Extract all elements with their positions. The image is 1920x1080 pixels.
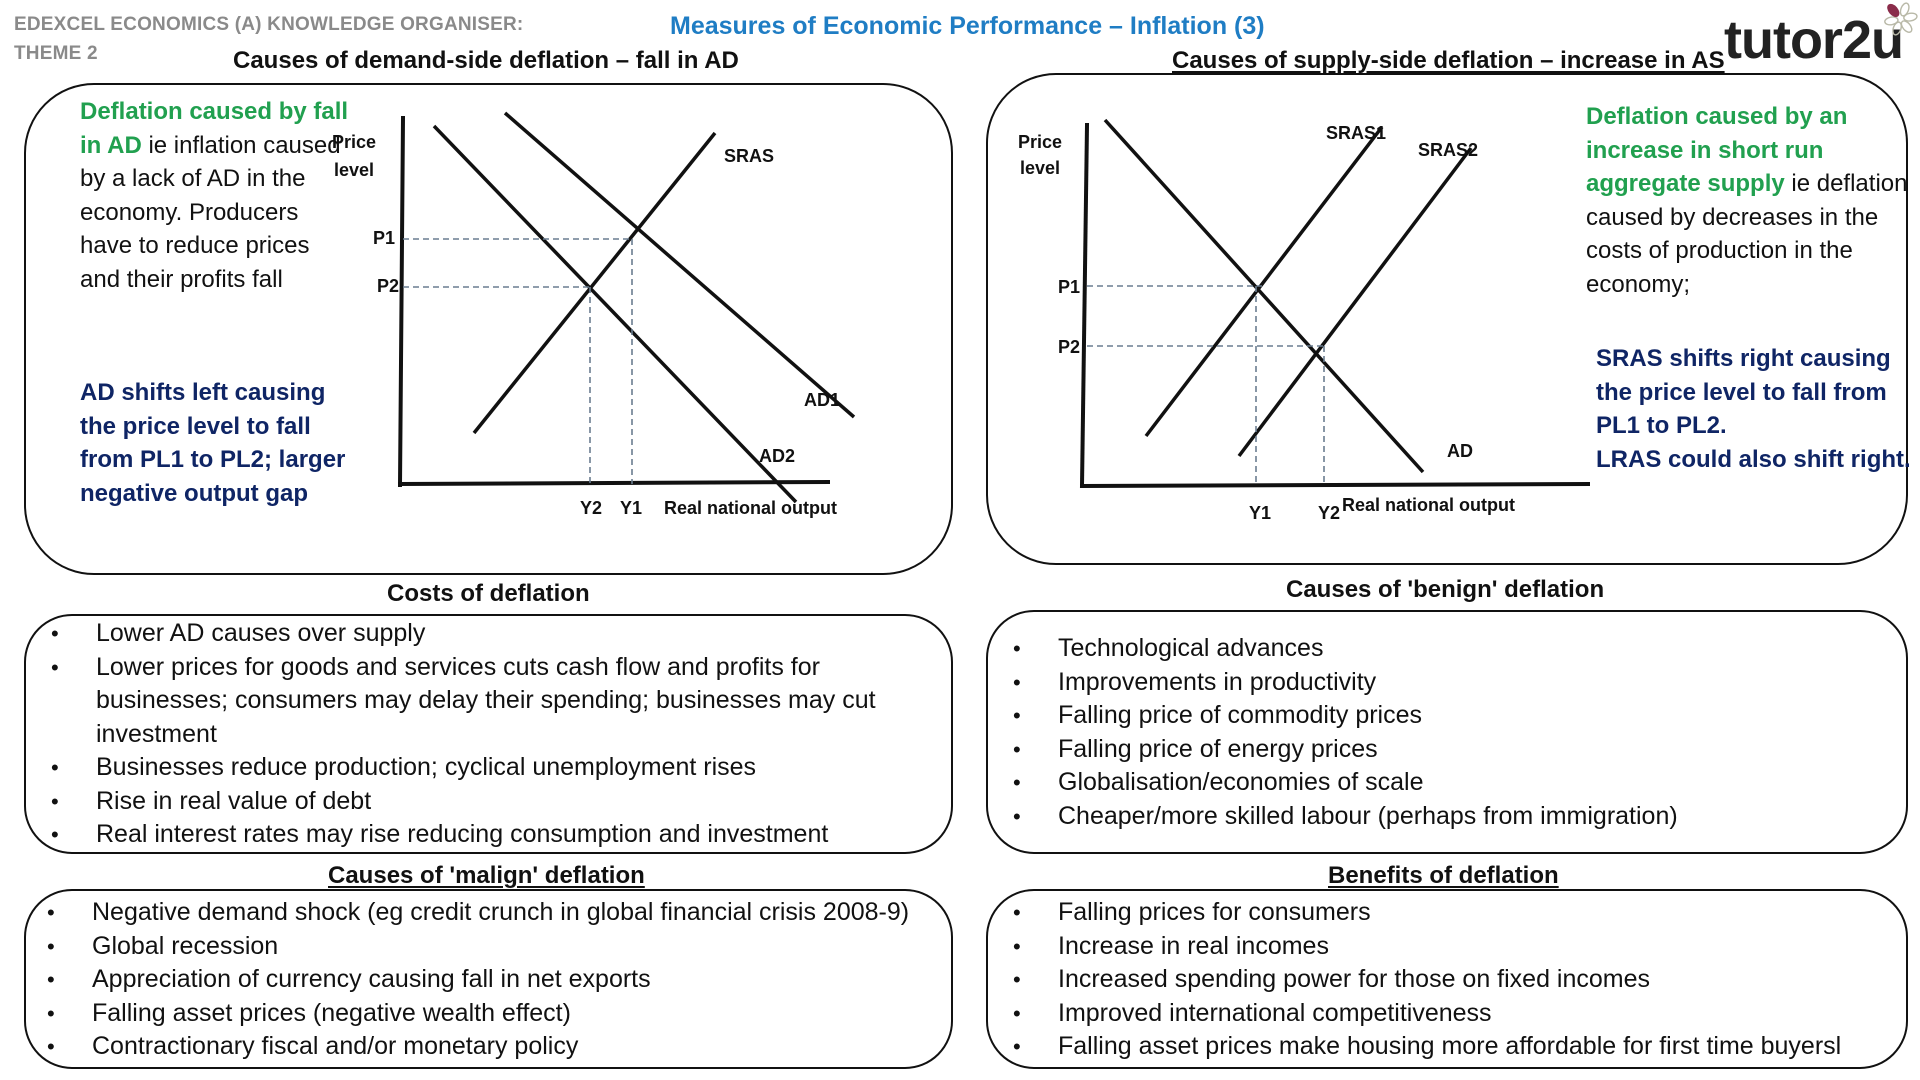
- supply-side-explanation-2: LRAS could also shift right.: [1596, 445, 1911, 473]
- y-axis: [1079, 122, 1090, 489]
- list-item: Falling price of energy prices: [986, 733, 1866, 767]
- supply-side-explanation: SRAS shifts right causing the price leve…: [1596, 342, 1916, 476]
- malign-list: Negative demand shock (eg credit crunch …: [20, 896, 940, 1064]
- p2-label: P2: [377, 276, 399, 296]
- list-item: Lower prices for goods and services cuts…: [24, 651, 904, 752]
- y1-label: Y1: [1249, 503, 1271, 523]
- y2-label: Y2: [1318, 503, 1340, 523]
- y-axis: [397, 115, 406, 488]
- ad2-curve: [432, 124, 798, 504]
- supply-side-green-text: Deflation caused by an increase in short…: [1586, 103, 1848, 197]
- x-axis: [397, 479, 831, 487]
- x-axis-label: Real national output: [664, 498, 837, 518]
- supply-side-explanation-1: SRAS shifts right causing the price leve…: [1596, 345, 1891, 439]
- list-item: Real interest rates may rise reducing co…: [24, 818, 904, 852]
- page-title: Measures of Economic Performance – Infla…: [670, 12, 1265, 40]
- p2-label: P2: [1058, 337, 1080, 357]
- malign-title: Causes of 'malign' deflation: [328, 862, 645, 889]
- sras2-curve: [1237, 146, 1473, 458]
- list-item: Rise in real value of debt: [24, 785, 904, 819]
- ad-shift-diagram: Price level P1 P2 Y2 Y1 Real national ou…: [332, 111, 856, 518]
- list-item: Lower AD causes over supply: [24, 617, 904, 651]
- p1-label: P1: [373, 228, 395, 248]
- ad1-curve: [503, 111, 856, 419]
- demand-side-explanation: AD shifts left causing the price level t…: [80, 379, 346, 507]
- list-item: Globalisation/economies of scale: [986, 766, 1866, 800]
- y-axis-label-2: level: [1020, 158, 1060, 178]
- demand-side-body-text: ie inflation caused by a lack of AD in t…: [80, 131, 341, 293]
- x-axis: [1079, 482, 1590, 489]
- list-item: Falling asset prices (negative wealth ef…: [20, 997, 940, 1031]
- sras-label: SRAS: [724, 146, 774, 166]
- benign-list: Technological advances Improvements in p…: [986, 632, 1866, 833]
- supply-side-description: Deflation caused by an increase in short…: [1586, 100, 1916, 301]
- ad-curve: [1103, 118, 1425, 474]
- y1-label: Y1: [620, 498, 642, 518]
- costs-list: Lower AD causes over supply Lower prices…: [24, 617, 904, 852]
- supply-side-body-text: ie deflation caused by decreases in the …: [1586, 170, 1908, 298]
- list-item: Appreciation of currency causing fall in…: [20, 963, 940, 997]
- list-item: Falling asset prices make housing more a…: [986, 1030, 1886, 1064]
- sras-curve: [472, 131, 717, 435]
- sras1-label: SRAS1: [1326, 123, 1386, 143]
- ad2-label: AD2: [759, 446, 795, 466]
- organiser-title-line2: THEME 2: [14, 43, 98, 64]
- y-axis-label-2: level: [334, 160, 374, 180]
- costs-title: Costs of deflation: [387, 580, 590, 607]
- list-item: Contractionary fiscal and/or monetary po…: [20, 1030, 940, 1064]
- list-item: Technological advances: [986, 632, 1866, 666]
- ad-label: AD: [1447, 441, 1473, 461]
- ad1-label: AD1: [804, 390, 840, 410]
- y2-label: Y2: [580, 498, 602, 518]
- demand-side-title: Causes of demand-side deflation – fall i…: [233, 47, 739, 74]
- list-item: Businesses reduce production; cyclical u…: [24, 751, 904, 785]
- list-item: Increased spending power for those on fi…: [986, 963, 1886, 997]
- demand-side-green-text: Deflation caused by fall in AD: [80, 98, 349, 159]
- tutor2u-logo: tutor2u: [1724, 10, 1904, 70]
- organiser-title: EDEXCEL ECONOMICS (A) KNOWLEDGE ORGANISE…: [14, 10, 523, 68]
- supply-side-title: Causes of supply-side deflation – increa…: [1172, 47, 1725, 74]
- list-item: Global recession: [20, 930, 940, 964]
- list-item: Cheaper/more skilled labour (perhaps fro…: [986, 800, 1866, 834]
- demand-side-description: Deflation caused by fall in AD ie inflat…: [80, 95, 350, 296]
- list-item: Increase in real incomes: [986, 930, 1886, 964]
- x-axis-label: Real national output: [1342, 495, 1515, 515]
- list-item: Improvements in productivity: [986, 666, 1866, 700]
- list-item: Improved international competitiveness: [986, 997, 1886, 1031]
- list-item: Falling prices for consumers: [986, 896, 1886, 930]
- benefits-title: Benefits of deflation: [1328, 862, 1559, 889]
- flower-logo-icon: [1884, 2, 1918, 36]
- sras2-label: SRAS2: [1418, 140, 1478, 160]
- y-axis-label: Price: [332, 132, 376, 152]
- sras-shift-diagram: Price level P1 P2 Y1 Y2 Real national ou…: [1018, 118, 1590, 523]
- demand-side-panel: [24, 83, 953, 575]
- y-axis-label: Price: [1018, 132, 1062, 152]
- organiser-title-line1: EDEXCEL ECONOMICS (A) KNOWLEDGE ORGANISE…: [14, 14, 524, 35]
- sras1-curve: [1144, 125, 1384, 438]
- list-item: Negative demand shock (eg credit crunch …: [20, 896, 940, 930]
- benign-title: Causes of 'benign' deflation: [1286, 576, 1605, 603]
- p1-label: P1: [1058, 277, 1080, 297]
- list-item: Falling price of commodity prices: [986, 699, 1866, 733]
- benefits-list: Falling prices for consumers Increase in…: [986, 896, 1886, 1064]
